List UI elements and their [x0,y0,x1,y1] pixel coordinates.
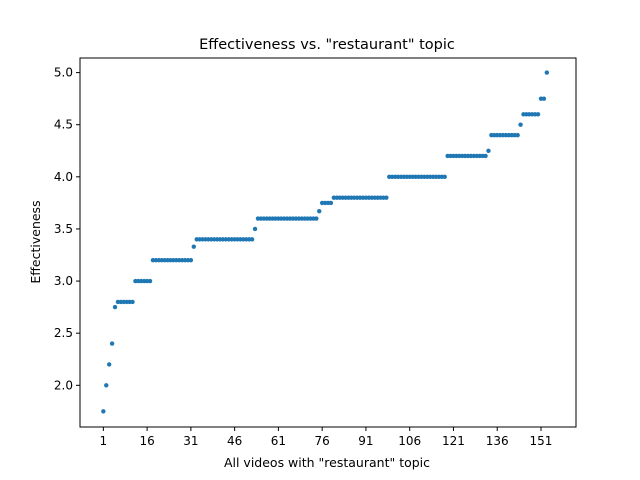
data-point [112,304,118,310]
data-points [101,70,550,414]
data-point [515,132,520,138]
data-point [442,174,447,180]
x-axis-label: All videos with "restaurant" topic [224,455,430,470]
data-point [188,258,194,263]
y-tick-label: 4.5 [54,118,73,132]
x-tick-label: 91 [358,434,373,448]
x-tick-label: 31 [183,434,198,448]
y-tick-label: 2.0 [54,378,73,392]
data-point [252,226,258,232]
x-tick-label: 151 [530,434,553,448]
y-tick-label: 4.0 [54,170,73,184]
data-point [147,278,153,284]
data-point [191,244,196,249]
data-point [130,299,135,305]
data-point [317,209,322,214]
data-point [101,409,106,414]
y-axis-ticks: 2.0 2.5 3.0 3.5 4.0 4.5 5.0 [54,66,80,392]
y-tick-label: 2.5 [54,326,73,340]
data-point [314,216,319,221]
x-axis-ticks: 1 16 31 46 61 76 91 106 121 136 151 [100,427,553,448]
x-tick-label: 46 [227,434,242,448]
data-point [328,200,334,206]
data-point [535,112,541,117]
data-point [483,153,488,159]
y-tick-label: 3.5 [54,222,73,236]
x-tick-label: 1 [100,434,108,448]
data-point [249,237,255,242]
y-tick-label: 3.0 [54,274,73,288]
data-point [541,96,547,101]
data-point [384,195,389,200]
x-tick-label: 61 [271,434,286,448]
y-axis-label: Effectiveness [28,200,43,283]
data-point [518,122,523,127]
data-point [109,341,115,346]
x-tick-label: 136 [486,434,509,448]
x-tick-label: 106 [398,434,421,448]
data-point [486,148,491,153]
x-tick-label: 121 [442,434,465,448]
data-point [104,383,109,388]
plot-frame [79,57,577,428]
data-point [106,362,112,367]
data-point [544,70,550,75]
chart-title: Effectiveness vs. "restaurant" topic [199,37,455,53]
y-tick-label: 5.0 [54,66,73,80]
x-tick-label: 16 [139,434,154,448]
x-tick-label: 76 [315,434,330,448]
